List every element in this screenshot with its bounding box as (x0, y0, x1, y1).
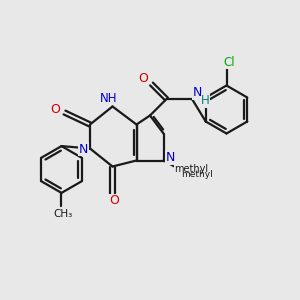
Text: H: H (201, 94, 210, 107)
Text: O: O (138, 72, 148, 85)
Text: methyl: methyl (174, 164, 208, 175)
Text: N: N (193, 86, 202, 99)
Text: O: O (109, 194, 119, 208)
Text: N: N (165, 151, 175, 164)
Text: NH: NH (100, 92, 118, 105)
Text: Cl: Cl (224, 56, 235, 69)
Text: CH₃: CH₃ (53, 209, 73, 219)
Text: O: O (51, 103, 60, 116)
Text: N: N (79, 142, 88, 156)
Text: methyl: methyl (182, 170, 213, 179)
